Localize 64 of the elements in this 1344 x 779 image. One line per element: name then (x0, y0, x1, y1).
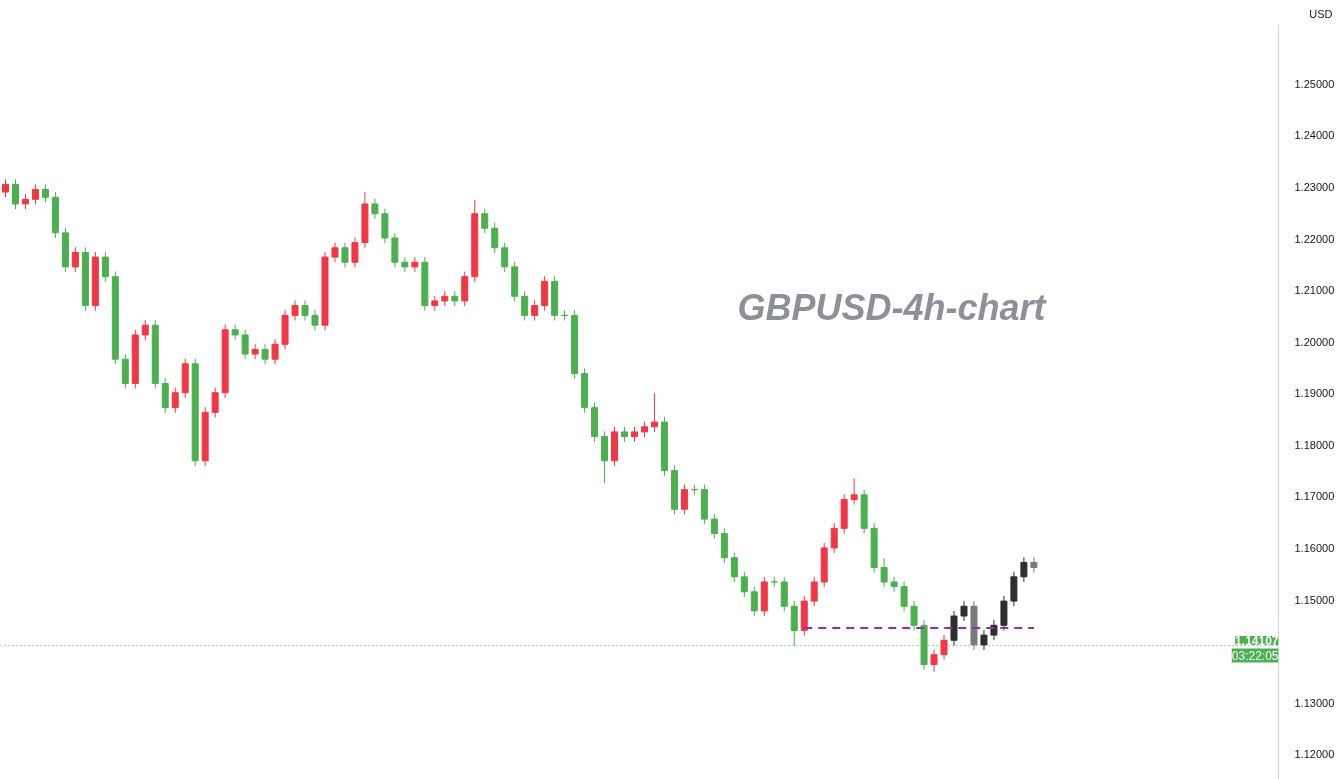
candlestick (351, 236, 359, 268)
candlestick (101, 251, 109, 283)
candlestick (481, 208, 489, 234)
candlestick (371, 198, 379, 220)
ref-line-label: 1.14107 (1235, 634, 1279, 649)
candlestick (521, 290, 529, 322)
candlestick (940, 634, 948, 661)
candlestick (311, 309, 319, 331)
candlestick (11, 178, 19, 210)
candlestick (31, 183, 39, 205)
candlestick (650, 392, 658, 433)
candlestick (930, 649, 938, 673)
y-tick-label: 1.21000 (1294, 284, 1335, 297)
candlestick (680, 484, 688, 515)
candlestick (880, 557, 888, 588)
candlestick (710, 513, 718, 540)
candlestick (1020, 556, 1028, 583)
candlestick (401, 256, 409, 273)
candlestick (2, 178, 9, 198)
y-tick-label: 1.22000 (1294, 232, 1335, 245)
y-tick-label: 1.24000 (1294, 129, 1335, 142)
y-tick-label: 1.12000 (1294, 748, 1335, 761)
candlestick (730, 552, 738, 583)
candlestick (411, 256, 419, 273)
candlestick (41, 183, 49, 203)
y-tick-label: 1.18000 (1294, 438, 1335, 451)
annotation: 03:22:05 (1231, 648, 1279, 663)
y-tick-label: 1.13000 (1294, 696, 1335, 709)
y-tick-label: 1.19000 (1294, 387, 1335, 400)
candlestick (71, 246, 79, 273)
candlestick (810, 576, 818, 607)
candlestick (910, 600, 918, 631)
candlestick (341, 242, 349, 268)
y-tick-label: 1.20000 (1294, 335, 1335, 348)
candlestick (301, 299, 309, 322)
candlestick (331, 242, 339, 263)
candlestick (211, 387, 219, 418)
candlestick (291, 299, 299, 322)
candlestick (980, 629, 988, 651)
y-tick-label: 1.25000 (1294, 77, 1335, 90)
candlestick (830, 522, 838, 554)
candlestick (850, 477, 858, 506)
y-tick-label: 1.17000 (1294, 490, 1335, 503)
y-tick-label: 1.15000 (1294, 593, 1335, 606)
candlestick (501, 242, 509, 273)
candlestick (271, 338, 279, 365)
candlestick (890, 576, 898, 593)
candlestick (900, 580, 908, 612)
candlestick (241, 329, 249, 360)
candlestick (141, 319, 149, 341)
candlestick (740, 571, 748, 598)
y-axis-title: USD (1309, 7, 1333, 20)
y-tick-label: 1.16000 (1294, 541, 1335, 554)
candlestick (1030, 556, 1038, 574)
candlestick (960, 600, 968, 622)
candlestick (750, 586, 758, 617)
y-tick-label: 1.23000 (1294, 180, 1335, 193)
candlestick (531, 299, 539, 322)
candlestick (171, 387, 179, 414)
candlestick (231, 324, 239, 341)
text: GBPUSD-4h-chart (737, 286, 1048, 328)
candlestick (491, 222, 499, 254)
candlestick (261, 343, 269, 365)
candlestick (251, 343, 259, 360)
